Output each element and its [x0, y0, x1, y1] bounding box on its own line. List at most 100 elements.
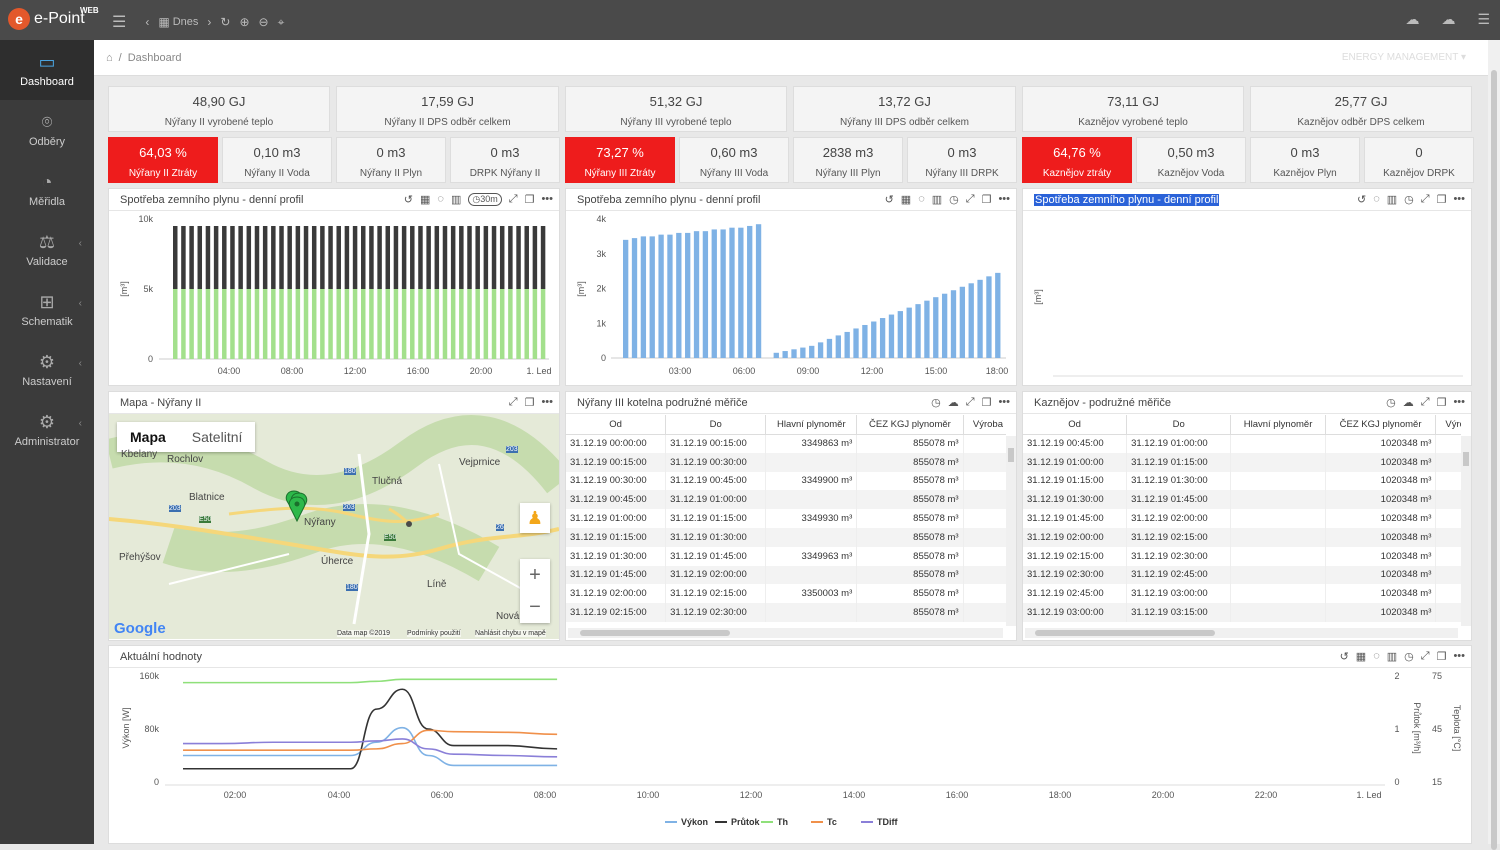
bar[interactable]: [385, 289, 391, 359]
more-icon[interactable]: •••: [1453, 396, 1465, 408]
bar[interactable]: [213, 289, 219, 359]
bar-chart-icon[interactable]: ▥: [1386, 194, 1398, 206]
zoom-in-button[interactable]: +: [529, 563, 541, 586]
horizontal-scrollbar[interactable]: [568, 628, 1003, 638]
table-row[interactable]: 31.12.19 02:15:00 31.12.19 02:30:00 102034…: [1023, 546, 1461, 566]
column-header[interactable]: Od: [1023, 415, 1128, 435]
bar[interactable]: [897, 311, 903, 358]
bar[interactable]: [385, 226, 391, 289]
table-row[interactable]: 31.12.19 01:00:00 31.12.19 01:15:00 334993…: [566, 509, 1006, 528]
cloud-download-icon[interactable]: ☁: [1405, 11, 1420, 27]
bar[interactable]: [328, 289, 333, 359]
kpi-tile[interactable]: 0,60 m3 Nýřany III Voda: [679, 137, 789, 183]
zoom-in-icon[interactable]: ⊕: [239, 15, 250, 29]
bar[interactable]: [311, 289, 317, 359]
dnes-button[interactable]: Dnes: [172, 16, 199, 28]
kpi-tile[interactable]: 64,03 % Nýřany II Ztráty: [108, 137, 218, 183]
column-header[interactable]: Výroba kotel: [963, 415, 1006, 435]
table-row[interactable]: 31.12.19 00:15:00 31.12.19 00:30:00 855078…: [566, 452, 1006, 472]
vertical-scrollbar[interactable]: [1006, 436, 1016, 626]
kpi-tile[interactable]: 0,10 m3 Nýřany II Voda: [222, 137, 332, 183]
bar[interactable]: [328, 226, 333, 289]
grid-icon[interactable]: ▦: [900, 194, 912, 206]
tab-satellite[interactable]: Satelitní: [191, 429, 243, 445]
more-icon[interactable]: •••: [998, 396, 1010, 408]
bar[interactable]: [853, 328, 859, 358]
grid-icon[interactable]: ▦: [420, 194, 431, 206]
bar[interactable]: [393, 226, 399, 289]
bar[interactable]: [352, 289, 358, 359]
bar[interactable]: [491, 289, 497, 359]
bar[interactable]: [361, 289, 366, 359]
cloud-download-icon[interactable]: ☁: [947, 397, 959, 409]
bar[interactable]: [401, 226, 407, 289]
bar[interactable]: [676, 232, 682, 358]
bar[interactable]: [977, 279, 983, 358]
bar[interactable]: [924, 300, 930, 358]
bar[interactable]: [467, 226, 472, 289]
column-header[interactable]: Do: [1126, 415, 1232, 435]
bar[interactable]: [532, 289, 538, 359]
column-header[interactable]: Do: [665, 415, 767, 435]
bar[interactable]: [986, 276, 992, 358]
kpi-tile[interactable]: 0 m3 DRPK Nýřany II: [450, 137, 560, 183]
kpi-tile[interactable]: 48,90 GJ Nýřany II vyrobené teplo: [108, 86, 330, 132]
refresh-icon[interactable]: ↻: [220, 15, 231, 29]
series-line-Průtok[interactable]: [183, 688, 558, 770]
bar-chart-icon[interactable]: ▥: [450, 194, 462, 206]
menu-icon[interactable]: ☰: [112, 14, 127, 31]
bar[interactable]: [658, 234, 664, 358]
bar[interactable]: [287, 226, 292, 289]
bar[interactable]: [747, 225, 753, 358]
calendar-icon[interactable]: ▦: [158, 15, 170, 29]
bar[interactable]: [426, 289, 431, 359]
bar[interactable]: [862, 324, 868, 358]
table-row[interactable]: 31.12.19 02:00:00 31.12.19 02:15:00 102034…: [1023, 527, 1461, 547]
clock-icon[interactable]: ◷: [931, 397, 941, 409]
bar[interactable]: [667, 234, 673, 358]
table-row[interactable]: 31.12.19 02:15:00 31.12.19 02:30:00 855078…: [566, 603, 1006, 622]
bar[interactable]: [640, 236, 647, 358]
table-row[interactable]: 31.12.19 02:00:00 31.12.19 02:15:00 335000…: [566, 584, 1006, 604]
more-icon[interactable]: •••: [1453, 650, 1465, 662]
bar[interactable]: [230, 226, 235, 289]
kpi-tile[interactable]: 64,76 % Kaznějov ztráty: [1022, 137, 1132, 183]
bar[interactable]: [817, 342, 824, 358]
bar-chart-icon[interactable]: ▥: [1386, 651, 1398, 663]
hamburger-icon[interactable]: ☰: [1477, 11, 1490, 27]
map-view[interactable]: Mapa Satelitní Kbelany Rochlov Vejprnice…: [109, 414, 559, 639]
expand-icon[interactable]: ⤢: [965, 396, 975, 408]
sidebar-item-odběry[interactable]: ⌾ Odběry: [0, 100, 94, 160]
bar[interactable]: [246, 226, 252, 289]
breadcrumb-current[interactable]: Dashboard: [127, 51, 182, 64]
expand-icon[interactable]: ⤢: [508, 396, 518, 408]
copy-icon[interactable]: ❐: [524, 397, 535, 409]
undo-icon[interactable]: ↺: [1339, 651, 1349, 663]
kpi-tile[interactable]: 0 m3 Nýřany II Plyn: [336, 137, 446, 183]
interval-badge[interactable]: ◷30m: [468, 193, 502, 206]
hide-icon[interactable]: ◌: [918, 193, 925, 205]
street-view-pegman-icon[interactable]: ♟: [520, 503, 550, 533]
bar[interactable]: [906, 307, 912, 358]
bar[interactable]: [540, 289, 546, 359]
bar[interactable]: [189, 289, 194, 359]
bar[interactable]: [197, 289, 203, 359]
bar[interactable]: [287, 289, 292, 359]
bar[interactable]: [809, 345, 815, 358]
bar[interactable]: [410, 226, 415, 289]
bar[interactable]: [254, 226, 260, 289]
bar[interactable]: [238, 289, 243, 359]
bar[interactable]: [499, 289, 505, 359]
map-report-link[interactable]: Nahlásit chybu v mapě: [475, 630, 546, 637]
bar[interactable]: [336, 226, 341, 289]
kpi-tile[interactable]: 13,72 GJ Nýřany III DPS odběr celkem: [793, 86, 1016, 132]
kpi-tile[interactable]: 2838 m3 Nýřany III Plyn: [793, 137, 903, 183]
undo-icon[interactable]: ↺: [884, 194, 894, 206]
page-scrollbar[interactable]: [1488, 40, 1500, 850]
column-header[interactable]: Výroba k: [1435, 415, 1461, 435]
bar[interactable]: [344, 289, 350, 359]
expand-icon[interactable]: ⤢: [1420, 193, 1430, 205]
bar[interactable]: [826, 338, 833, 358]
more-icon[interactable]: •••: [1453, 193, 1465, 205]
horizontal-scrollbar[interactable]: [1025, 628, 1458, 638]
